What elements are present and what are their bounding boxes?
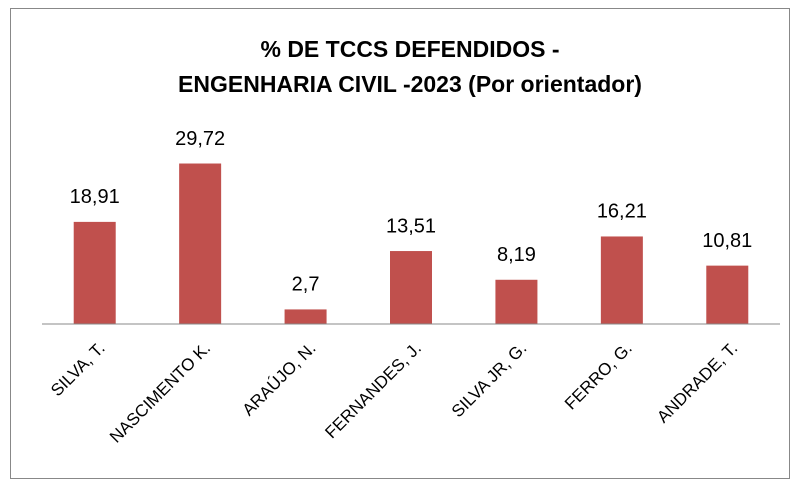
bar bbox=[390, 251, 432, 324]
chart-title: ENGENHARIA CIVIL -2023 (Por orientador) bbox=[178, 71, 642, 97]
data-label: 8,19 bbox=[497, 244, 536, 266]
bar bbox=[600, 236, 643, 324]
bar bbox=[284, 309, 327, 324]
data-label: 13,51 bbox=[386, 215, 436, 237]
chart-border bbox=[10, 8, 790, 479]
data-label: 16,21 bbox=[597, 201, 647, 223]
data-label: 2,7 bbox=[292, 274, 320, 296]
data-label: 29,72 bbox=[175, 128, 225, 150]
bar bbox=[179, 163, 222, 324]
chart-title: % DE TCCS DEFENDIDOS - bbox=[260, 36, 559, 62]
data-label: 18,91 bbox=[70, 186, 120, 208]
bar bbox=[495, 279, 538, 324]
bar bbox=[73, 221, 116, 324]
data-label: 10,81 bbox=[702, 230, 752, 252]
bar bbox=[706, 265, 749, 324]
